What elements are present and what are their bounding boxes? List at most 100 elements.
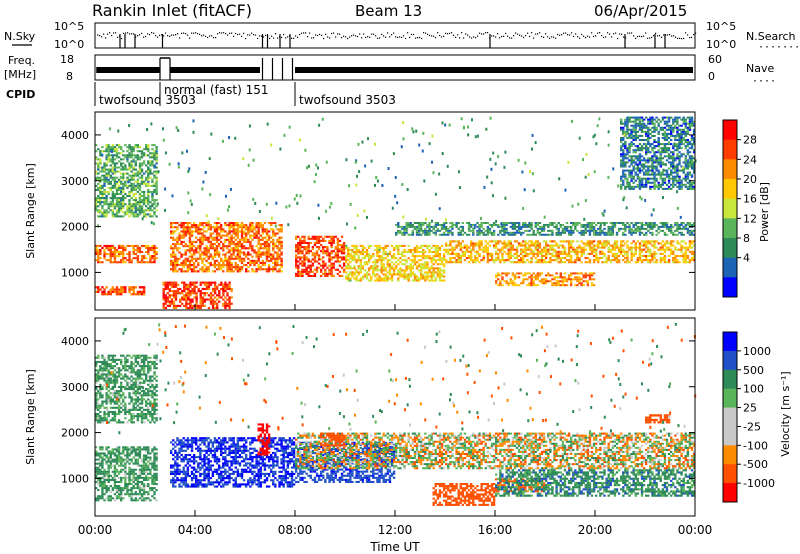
heatmap-cell: [176, 259, 179, 262]
heatmap-cell: [228, 224, 231, 227]
heatmap-cell: [684, 250, 687, 253]
heatmap-cell: [492, 233, 496, 236]
heatmap-cell: [345, 275, 348, 278]
heatmap-cell: [411, 248, 415, 252]
heatmap-cell: [305, 248, 308, 251]
heatmap-cell: [574, 261, 577, 264]
heatmap-cell: [505, 282, 508, 285]
heatmap-cell: [228, 300, 231, 303]
heatmap-cell: [113, 172, 117, 175]
heatmap-cell: [578, 250, 581, 253]
heatmap-cell: [151, 160, 154, 163]
heatmap-cell: [228, 266, 231, 269]
heatmap-cell: [201, 253, 204, 256]
heatmap-cell: [224, 296, 227, 299]
heatmap-cell: [117, 207, 121, 210]
heatmap-cell: [107, 186, 110, 189]
heatmap-cell: [590, 248, 594, 251]
heatmap-cell: [667, 248, 671, 251]
heatmap-cell: [234, 249, 237, 252]
heatmap-cell: [653, 254, 656, 257]
heatmap-cell: [680, 223, 683, 226]
heatmap-cell: [238, 245, 242, 248]
heatmap-cell: [267, 259, 271, 262]
heatmap-cell: [595, 252, 598, 255]
heatmap-cell: [501, 252, 504, 255]
heatmap-cell: [111, 209, 115, 212]
heatmap-cell: [272, 234, 275, 237]
heatmap-cell: [515, 229, 519, 232]
heatmap-cell: [445, 250, 448, 253]
heatmap-cell: [349, 279, 352, 282]
heatmap-cell: [192, 261, 196, 265]
heatmap-cell: [667, 246, 671, 249]
heatmap-cell: [211, 247, 215, 250]
heatmap-cell: [559, 261, 562, 264]
heatmap-cell: [442, 233, 446, 236]
heatmap-cell: [213, 238, 217, 241]
noise-point: [391, 34, 393, 36]
heatmap-cell: [278, 268, 281, 271]
heatmap-cell: [501, 242, 504, 245]
heatmap-cell: [115, 166, 119, 169]
heatmap-cell: [388, 267, 392, 270]
heatmap-cell: [195, 249, 198, 252]
heatmap-cell: [97, 166, 100, 169]
heatmap-cell: [549, 229, 552, 232]
heatmap-cell: [501, 284, 504, 287]
heatmap-cell: [209, 224, 212, 227]
heatmap-cell: [459, 246, 462, 249]
heatmap-cell: [642, 248, 646, 251]
heatmap-cell: [630, 120, 633, 123]
heatmap-cell: [328, 252, 331, 255]
heatmap-cell: [153, 257, 156, 260]
heatmap-cell: [513, 261, 517, 264]
heatmap-cell: [522, 259, 525, 262]
heatmap-cell: [601, 250, 604, 253]
heatmap-cell: [315, 237, 319, 240]
heatmap-cell: [201, 222, 204, 225]
heatmap-cell: [355, 248, 358, 252]
heatmap-cell: [184, 222, 187, 225]
heatmap-cell: [480, 248, 483, 251]
heatmap-cell: [545, 278, 548, 281]
heatmap-cell: [492, 240, 496, 243]
heatmap-cell: [311, 274, 315, 277]
heatmap-cell: [334, 268, 337, 271]
heatmap-cell: [655, 229, 658, 232]
heatmap-cell: [409, 265, 412, 268]
heatmap-cell: [355, 253, 358, 256]
heatmap-cell: [622, 175, 625, 178]
heatmap-cell: [490, 225, 494, 228]
heatmap-cell: [576, 248, 579, 251]
heatmap-cell: [553, 254, 556, 257]
heatmap-cell: [136, 213, 140, 216]
heatmap-cell: [634, 248, 637, 251]
heatmap-cell: [115, 154, 119, 157]
heatmap-cell: [267, 268, 271, 271]
heatmap-cell: [205, 230, 208, 233]
heatmap-cell: [132, 182, 135, 185]
heatmap-cell: [513, 248, 517, 251]
heatmap-cell: [245, 234, 248, 237]
heatmap-cell: [551, 278, 554, 281]
cpid-segment-label: normal (fast) 151: [164, 83, 268, 97]
heatmap-cell: [636, 147, 640, 150]
heatmap-cell: [663, 222, 667, 224]
heatmap-cell: [424, 251, 427, 254]
heatmap-cell: [132, 146, 135, 149]
heatmap-cell: [105, 197, 108, 200]
heatmap-cell: [582, 280, 585, 283]
heatmap-cell: [676, 248, 679, 251]
heatmap-cell: [667, 261, 671, 264]
heatmap-cell: [365, 251, 369, 254]
heatmap-cell: [530, 282, 533, 285]
heatmap-cell: [113, 261, 117, 264]
noise-point: [285, 37, 287, 39]
heatmap-cell: [205, 255, 208, 258]
heatmap-cell: [195, 230, 198, 233]
heatmap-cell: [257, 266, 260, 269]
heatmap-cell: [236, 247, 240, 250]
heatmap-cell: [372, 267, 375, 270]
heatmap-cell: [680, 250, 683, 253]
